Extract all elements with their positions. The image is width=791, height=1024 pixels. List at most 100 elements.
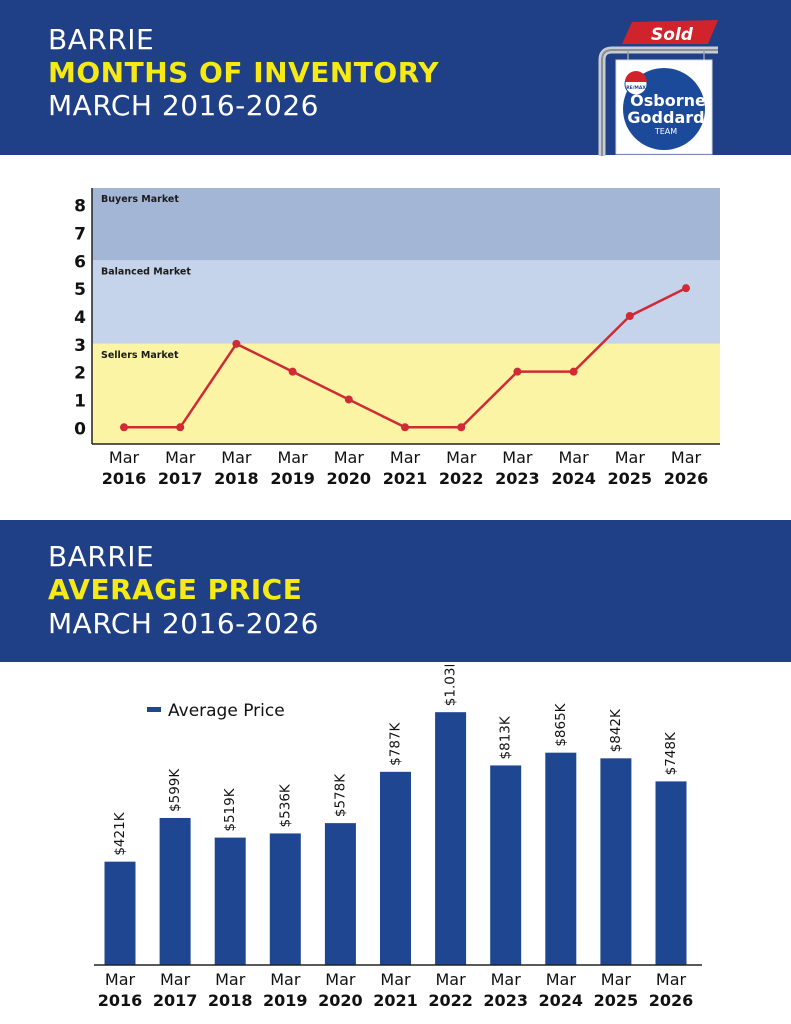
x-tick-label: Mar xyxy=(221,448,252,467)
bar-value-label: $865K xyxy=(553,702,569,746)
x-tick-year: 2021 xyxy=(373,991,418,1010)
x-tick-year: 2017 xyxy=(153,991,198,1010)
x-tick-year: 2026 xyxy=(664,469,709,488)
x-tick-year: 2017 xyxy=(158,469,203,488)
x-tick-label: Mar xyxy=(278,448,309,467)
data-point xyxy=(401,423,409,432)
x-tick-label: Mar xyxy=(390,448,421,467)
x-tick-label: Mar xyxy=(615,448,646,467)
data-point xyxy=(457,423,466,432)
x-tick-label: Mar xyxy=(109,448,140,467)
buyers-market-label: Buyers Market xyxy=(101,194,179,205)
months-of-inventory-chart: Buyers Market Balanced Market Sellers Mark… xyxy=(74,188,720,488)
price-bar xyxy=(380,771,411,965)
price-bar xyxy=(545,752,577,965)
x-tick-year: 2023 xyxy=(483,991,528,1010)
x-tick-year: 2018 xyxy=(208,991,253,1010)
x-tick-label: Mar xyxy=(105,970,136,989)
x-tick-year: 2026 xyxy=(649,991,694,1010)
y-tick-label: 1 xyxy=(74,391,86,411)
price-bar xyxy=(655,781,687,965)
y-tick-label: 5 xyxy=(74,280,86,300)
x-tick-label: Mar xyxy=(270,970,301,989)
bar-value-label: $787K xyxy=(388,721,404,765)
x-tick-label: Mar xyxy=(671,448,702,467)
x-tick-year: 2019 xyxy=(263,991,308,1010)
x-tick-year: 2023 xyxy=(495,469,540,488)
data-point xyxy=(120,423,128,432)
data-point xyxy=(288,367,297,376)
inventory-period-title: MARCH 2016-2026 xyxy=(48,89,319,122)
x-tick-year: 2022 xyxy=(428,991,473,1010)
y-tick-label: 2 xyxy=(74,364,86,384)
x-tick-year: 2016 xyxy=(102,469,147,488)
x-tick-year: 2018 xyxy=(214,469,259,488)
sold-banner xyxy=(622,20,718,44)
remax-badge-text: RE/MAX xyxy=(626,85,646,91)
bar-value-label: $599K xyxy=(167,768,183,812)
x-tick-label: Mar xyxy=(334,448,365,467)
price-bar xyxy=(600,758,632,965)
bar-value-label: $748K xyxy=(663,731,679,775)
inventory-metric-title: MONTHS OF INVENTORY xyxy=(48,56,440,89)
bar-value-label: $536K xyxy=(277,783,293,827)
price-bar xyxy=(324,823,356,965)
x-tick-label: Mar xyxy=(165,448,196,467)
price-header-banner: BARRIE AVERAGE PRICE MARCH 2016-2026 xyxy=(0,520,791,662)
x-tick-year: 2024 xyxy=(539,991,584,1010)
y-tick-label: 0 xyxy=(74,419,86,439)
legend-label: Average Price xyxy=(168,701,285,721)
price-bar xyxy=(159,817,191,965)
y-tick-label: 4 xyxy=(74,308,86,328)
logo-line-team: TEAM xyxy=(654,127,677,136)
x-tick-label: Mar xyxy=(559,448,590,467)
price-metric-title: AVERAGE PRICE xyxy=(48,573,303,606)
bar-value-label: $1.03M xyxy=(443,665,459,706)
x-tick-label: Mar xyxy=(160,970,191,989)
x-tick-label: Mar xyxy=(325,970,356,989)
buyers-market-zone xyxy=(92,188,720,261)
x-tick-label: Mar xyxy=(491,970,522,989)
x-tick-year: 2025 xyxy=(608,469,653,488)
logo-line-goddard: Goddard xyxy=(627,108,704,127)
x-tick-year: 2025 xyxy=(594,991,639,1010)
price-bar xyxy=(104,861,136,965)
x-tick-label: Mar xyxy=(215,970,246,989)
x-tick-label: Mar xyxy=(502,448,533,467)
x-tick-year: 2022 xyxy=(439,469,484,488)
price-period-title: MARCH 2016-2026 xyxy=(48,607,319,640)
price-bar xyxy=(490,765,522,965)
y-tick-label: 6 xyxy=(74,252,86,272)
x-tick-label: Mar xyxy=(446,448,477,467)
data-point xyxy=(344,395,353,404)
bar-value-label: $813K xyxy=(498,715,514,759)
bar-value-label: $421K xyxy=(112,811,128,855)
x-tick-label: Mar xyxy=(546,970,577,989)
y-tick-label: 8 xyxy=(74,197,86,217)
x-tick-year: 2020 xyxy=(318,991,363,1010)
average-price-chart: $421K $599K $519K $536K $578K $787K $1.03M $813… xyxy=(94,665,702,1010)
x-tick-year: 2016 xyxy=(98,991,143,1010)
bar-value-label: $519K xyxy=(222,787,238,831)
data-point xyxy=(176,423,185,432)
x-tick-year: 2020 xyxy=(327,469,372,488)
x-tick-label: Mar xyxy=(656,970,687,989)
sold-text: Sold xyxy=(651,25,694,45)
sellers-market-label: Sellers Market xyxy=(101,350,179,361)
x-tick-label: Mar xyxy=(436,970,467,989)
x-tick-label: Mar xyxy=(380,970,411,989)
data-point xyxy=(682,284,690,293)
data-point xyxy=(625,312,634,320)
logo-line-osborne: Osborne xyxy=(630,91,706,110)
bar-value-label: $842K xyxy=(608,708,624,752)
bar-value-label: $578K xyxy=(332,773,348,817)
x-tick-year: 2019 xyxy=(270,469,315,488)
y-tick-label: 7 xyxy=(74,225,86,245)
legend-swatch xyxy=(147,707,161,712)
data-point xyxy=(569,367,578,376)
y-tick-label: 3 xyxy=(74,336,86,356)
x-tick-year: 2021 xyxy=(383,469,428,488)
data-point xyxy=(232,339,241,348)
data-point xyxy=(513,367,522,376)
sold-sign-logo: Sold RE/MAX Osborne Goddard TEAM xyxy=(598,20,718,156)
